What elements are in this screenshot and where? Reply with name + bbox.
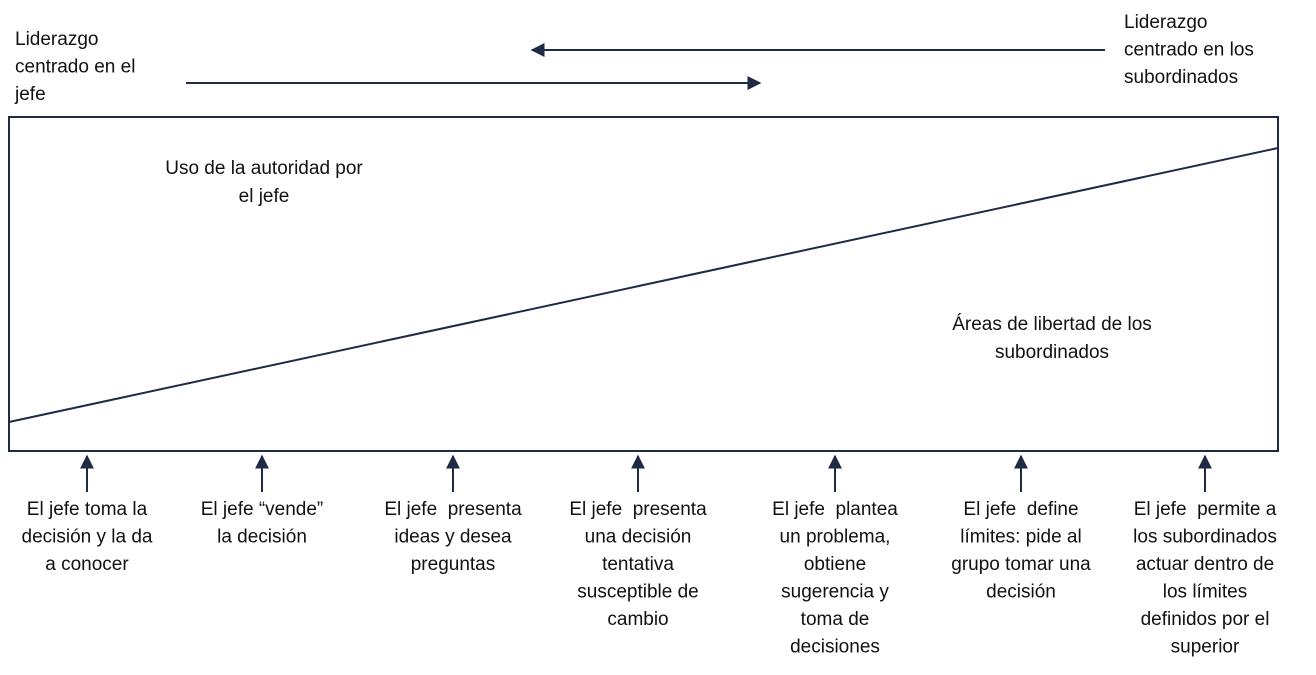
behavior-label: actuar dentro de	[1136, 554, 1274, 575]
behavior-label: El jefe toma la	[27, 499, 148, 520]
behavior-label: a conocer	[45, 554, 129, 575]
behavior-label: grupo tomar una	[951, 554, 1091, 575]
behavior-label: El jefe “vende”	[201, 499, 324, 520]
right-label: centrado en los	[1124, 40, 1254, 61]
behavior-label: sugerencia y	[781, 582, 889, 603]
behavior-label: tentativa	[602, 554, 674, 575]
behavior-label: obtiene	[804, 554, 866, 575]
behavior-label: ideas y desea	[394, 527, 512, 548]
behavior-label: superior	[1171, 637, 1240, 658]
left-label: jefe	[14, 84, 46, 105]
behavior-label: El jefe permite a	[1134, 499, 1277, 520]
authority-label: Uso de la autoridad por	[165, 158, 363, 179]
left-label: centrado en el	[15, 57, 135, 78]
behavior-label: decisión	[986, 582, 1056, 603]
continuum-box	[8, 116, 1279, 452]
right-label: subordinados	[1124, 67, 1238, 88]
diagonal-line	[8, 147, 1279, 423]
behavior-label: una decisión	[585, 527, 692, 548]
behavior-label: susceptible de	[577, 582, 698, 603]
behavior-label: preguntas	[411, 554, 496, 575]
behavior-label: los subordinados	[1133, 527, 1277, 548]
behavior-label: límites: pide al	[960, 527, 1081, 548]
behavior-label: decisiones	[790, 637, 880, 658]
behavior-label: El jefe plantea	[772, 499, 898, 520]
left-label: Liderazgo	[15, 29, 98, 50]
behavior-label: la decisión	[217, 527, 307, 548]
behavior-label: los límites	[1163, 582, 1247, 603]
behavior-label: El jefe presenta	[384, 499, 522, 520]
behavior-label: El jefe presenta	[569, 499, 707, 520]
behavior-label: un problema,	[780, 527, 891, 548]
freedom-label: Áreas de libertad de los	[952, 314, 1152, 335]
freedom-label: subordinados	[995, 342, 1109, 363]
behavior-label: toma de	[801, 609, 870, 630]
behavior-label: El jefe define	[963, 499, 1078, 520]
behavior-label: cambio	[607, 609, 668, 630]
right-label: Liderazgo	[1124, 12, 1207, 33]
behavior-label: decisión y la da	[22, 527, 153, 548]
authority-label: el jefe	[239, 186, 290, 207]
behavior-label: definidos por el	[1141, 609, 1270, 630]
